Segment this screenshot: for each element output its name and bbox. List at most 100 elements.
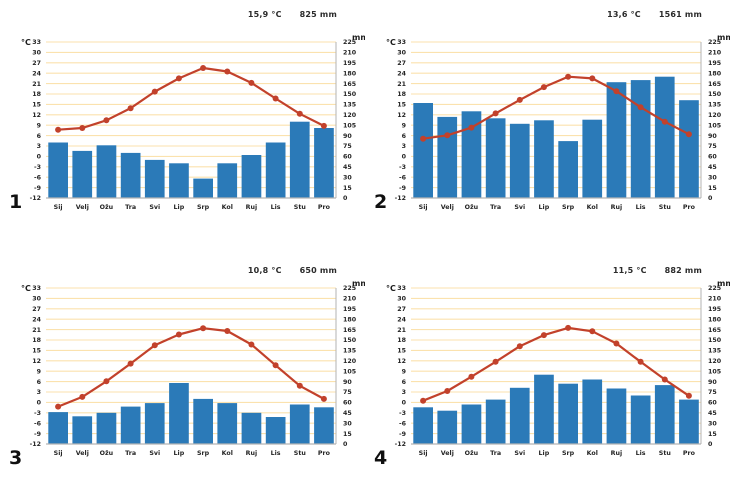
month-label: Svi — [514, 450, 525, 457]
precip-tick-label: 15 — [343, 185, 352, 192]
precip-bar — [217, 163, 238, 198]
temp-tick-label: 9 — [402, 122, 406, 129]
precip-tick-label: 165 — [708, 327, 721, 334]
month-label: Pro — [318, 450, 331, 457]
month-label: Lis — [636, 204, 646, 211]
temp-point — [613, 340, 620, 347]
temp-tick-label: -9 — [399, 431, 406, 438]
temp-point — [516, 343, 523, 350]
temp-point — [565, 73, 572, 80]
total-precip-value: 882 mm — [664, 266, 702, 275]
climograph-panel-2: 13,6 °C 1561 mm 33 225 30 210 27 195 24 180 21 16… — [365, 0, 730, 250]
temp-tick-label: 15 — [32, 348, 41, 355]
temp-point — [589, 328, 596, 335]
precip-bar — [461, 111, 482, 198]
climograph-panel-4: 11,5 °C 882 mm 33 225 30 210 27 195 24 180 21 165… — [365, 250, 730, 478]
temp-tick-label: 24 — [32, 316, 41, 323]
climograph-panel-1: 15,9 °C 825 mm 33 225 30 210 27 195 24 180 21 165… — [0, 0, 365, 250]
precip-tick-label: 60 — [343, 154, 352, 161]
temp-tick-label: 18 — [32, 337, 41, 344]
month-label: Ožu — [465, 449, 479, 457]
precip-bar — [582, 119, 603, 198]
precip-tick-label: 225 — [708, 285, 721, 292]
temp-point — [127, 360, 134, 367]
temp-tick-label: -6 — [399, 420, 407, 427]
month-label: Kol — [587, 204, 598, 211]
temp-point — [516, 96, 523, 103]
temp-point — [296, 382, 303, 389]
precip-tick-label: 105 — [708, 122, 721, 129]
chart-number: 4 — [374, 447, 388, 469]
month-label: Svi — [149, 450, 160, 457]
month-label: Tra — [490, 450, 501, 457]
temp-point — [175, 331, 182, 338]
temp-tick-label: 12 — [397, 358, 406, 365]
precip-tick-label: 195 — [343, 60, 356, 67]
precip-bar — [169, 163, 189, 198]
precip-tick-label: 135 — [343, 348, 356, 355]
precip-tick-label: 135 — [708, 348, 721, 355]
temp-point — [661, 118, 668, 125]
month-label: Pro — [683, 204, 696, 211]
temp-tick-label: 21 — [397, 81, 406, 88]
month-label: Stu — [294, 450, 306, 457]
temp-tick-label: 30 — [32, 50, 41, 57]
precip-tick-label: 45 — [343, 164, 352, 171]
chart-title: 11,5 °C 882 mm — [613, 266, 702, 275]
chart-title: 13,6 °C 1561 mm — [607, 10, 702, 19]
temp-tick-label: -9 — [34, 185, 41, 192]
temp-point — [103, 378, 110, 385]
precip-bar — [413, 103, 433, 198]
precip-tick-label: 195 — [708, 60, 721, 67]
temp-tick-label: 3 — [402, 143, 406, 150]
precip-bar — [534, 120, 554, 198]
temp-point — [272, 95, 279, 102]
temp-point — [540, 332, 547, 339]
temp-tick-label: 12 — [397, 112, 406, 119]
precip-tick-label: 60 — [708, 154, 717, 161]
precip-tick-label: 150 — [708, 91, 722, 98]
temp-point — [420, 397, 427, 404]
precip-bar — [630, 80, 651, 198]
temp-point — [55, 126, 62, 133]
precip-tick-label: 30 — [708, 174, 717, 181]
temp-tick-label: -12 — [395, 441, 406, 448]
precip-tick-label: 105 — [708, 368, 721, 375]
month-label: Tra — [490, 204, 501, 211]
precip-tick-label: 210 — [708, 50, 722, 57]
precip-axis-unit-label: mm — [352, 279, 365, 288]
precip-bar — [144, 403, 165, 444]
precip-tick-label: 15 — [708, 185, 717, 192]
precip-tick-label: 60 — [708, 400, 717, 407]
month-label: Sij — [54, 204, 63, 211]
month-label: Lis — [636, 450, 646, 457]
temp-point — [127, 105, 134, 112]
chart-number: 1 — [9, 191, 23, 213]
temp-point — [224, 328, 231, 334]
precip-bar — [72, 150, 93, 198]
temp-tick-label: 0 — [37, 400, 42, 407]
month-label: Srp — [562, 450, 575, 457]
precip-tick-label: 180 — [343, 70, 357, 77]
temp-point — [79, 125, 86, 131]
precip-tick-label: 0 — [343, 195, 348, 202]
precip-bar — [461, 404, 482, 444]
temp-tick-label: 21 — [32, 81, 41, 88]
temp-line — [56, 66, 325, 131]
chart-title: 10,8 °C 650 mm — [248, 266, 337, 275]
precip-bar — [96, 145, 117, 198]
mean-temp-value: 11,5 °C — [612, 266, 647, 275]
temp-point — [420, 135, 427, 142]
temp-tick-label: 27 — [32, 306, 41, 313]
precip-tick-label: 30 — [343, 420, 352, 427]
temp-tick-label: 9 — [402, 368, 406, 375]
precip-bar — [120, 406, 141, 444]
temp-point — [103, 117, 110, 124]
temp-tick-label: 6 — [37, 133, 42, 140]
precip-bar — [48, 412, 68, 444]
temp-tick-label: 18 — [32, 91, 41, 98]
month-label: Kol — [222, 204, 233, 211]
